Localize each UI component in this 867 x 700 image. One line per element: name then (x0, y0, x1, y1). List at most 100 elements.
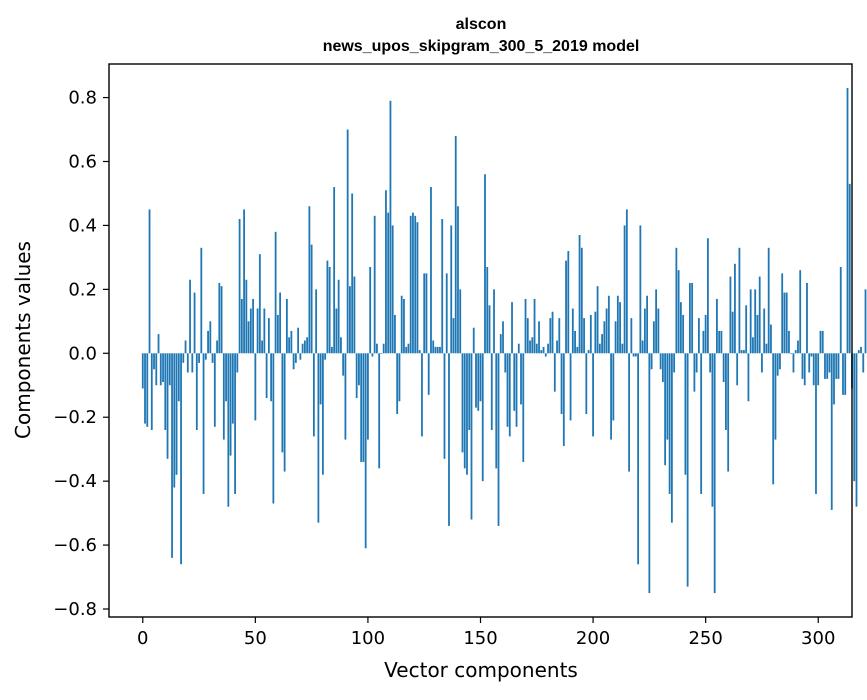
bar-component-29 (207, 330, 209, 354)
bar-component-64 (285, 298, 288, 354)
bar-component-125 (423, 273, 426, 354)
bar-component-69 (297, 327, 300, 354)
bar-component-123 (418, 350, 421, 354)
bar-component-15 (175, 353, 178, 475)
bar-component-70 (299, 353, 302, 360)
bar-component-140 (457, 206, 459, 354)
bar-component-308 (835, 353, 838, 379)
bar-component-218 (632, 353, 635, 357)
bar-component-67 (292, 353, 295, 370)
bar-component-100 (367, 353, 369, 440)
bar-component-191 (571, 308, 574, 354)
bar-component-142 (461, 353, 464, 453)
bar-component-199 (589, 314, 592, 354)
bar-component-261 (729, 276, 732, 354)
bar-component-134 (443, 353, 446, 459)
x-tick-label: 100 (351, 628, 385, 649)
bar-component-61 (279, 292, 282, 354)
bar-component-5 (153, 353, 155, 370)
bar-component-243 (688, 282, 691, 354)
bar-component-286 (785, 292, 788, 354)
bar-component-207 (607, 295, 610, 354)
bar-component-32 (213, 353, 216, 427)
bar-component-7 (157, 334, 160, 354)
bar-component-289 (792, 353, 795, 373)
bar-component-122 (416, 222, 419, 354)
bar-component-174 (533, 298, 536, 354)
bar-component-157 (495, 353, 498, 469)
x-axis-ticks: 0 50 100 150 200 250 300 (137, 617, 835, 649)
bar-component-185 (558, 318, 561, 354)
bar-component-42 (236, 353, 239, 373)
bar-component-6 (155, 353, 158, 386)
bar-component-306 (830, 353, 833, 510)
bar-component-263 (734, 263, 736, 354)
bar-component-317 (855, 353, 858, 507)
bar-component-260 (727, 353, 730, 472)
bar-component-201 (594, 311, 597, 354)
bar-component-19 (184, 340, 187, 354)
bar-component-166 (515, 353, 518, 427)
bar-component-234 (668, 353, 671, 494)
bar-component-22 (191, 353, 194, 373)
bar-component-269 (747, 353, 750, 402)
bar-component-259 (725, 353, 727, 431)
bar-component-141 (459, 289, 462, 354)
bar-component-195 (580, 247, 583, 354)
bar-component-46 (245, 279, 248, 354)
bar-component-76 (312, 353, 315, 437)
bar-component-105 (378, 353, 381, 469)
bar-component-233 (666, 353, 669, 440)
bar-component-277 (765, 343, 768, 354)
bar-component-103 (373, 215, 376, 354)
bar-component-208 (610, 353, 612, 440)
bar-component-128 (430, 187, 432, 354)
bar-component-245 (693, 353, 696, 392)
bar-component-133 (441, 219, 444, 354)
bar-component-198 (587, 350, 590, 354)
y-tick-label: 0.4 (68, 215, 97, 236)
bar-component-101 (369, 266, 372, 354)
chart-title: alscon (456, 16, 507, 33)
bar-component-242 (686, 353, 689, 587)
bar-component-247 (698, 318, 700, 354)
bar-component-14 (173, 353, 176, 488)
bar-component-3 (148, 209, 151, 354)
bar-component-274 (758, 276, 761, 354)
bar-component-147 (472, 327, 475, 354)
bar-component-137 (450, 225, 453, 354)
bar-component-257 (720, 330, 723, 354)
bar-component-111 (391, 225, 394, 354)
bar-component-319 (860, 346, 862, 354)
bar-component-240 (682, 314, 685, 354)
bar-component-79 (319, 353, 322, 405)
bar-component-8 (159, 353, 162, 386)
bar-component-35 (220, 286, 223, 354)
bar-component-219 (634, 353, 637, 357)
bar-component-160 (502, 321, 504, 354)
bar-component-248 (700, 353, 703, 494)
bar-component-270 (749, 289, 752, 354)
bar-component-221 (639, 225, 642, 354)
bar-component-163 (508, 353, 511, 437)
bar-component-302 (821, 330, 824, 354)
bar-component-80 (321, 353, 324, 475)
bar-component-77 (315, 289, 318, 354)
bar-component-41 (234, 353, 236, 494)
bar-component-114 (398, 353, 401, 402)
bar-component-282 (776, 353, 779, 376)
bar-component-78 (317, 353, 320, 523)
bar-component-53 (261, 340, 263, 354)
bar-component-265 (738, 247, 741, 354)
bar-component-187 (562, 353, 565, 446)
bar-component-236 (673, 353, 676, 373)
bar-component-131 (436, 346, 439, 354)
x-tick-label: 300 (801, 628, 835, 649)
bar-component-227 (652, 321, 655, 354)
bar-component-115 (400, 295, 403, 354)
bar-component-51 (256, 308, 259, 354)
bar-component-266 (740, 350, 743, 354)
bar-component-34 (218, 282, 221, 354)
bar-component-288 (790, 353, 793, 354)
bar-component-222 (641, 340, 644, 354)
